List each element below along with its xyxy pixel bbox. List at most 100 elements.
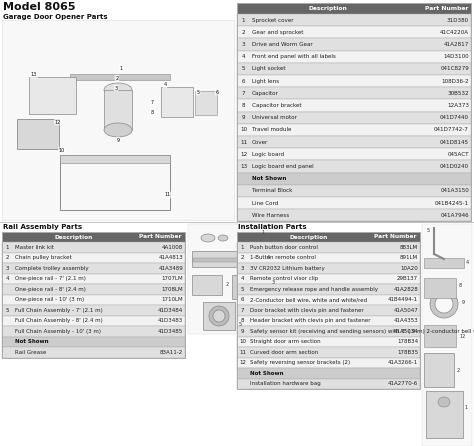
Text: Safety reversing sensor brackets (2): Safety reversing sensor brackets (2): [250, 360, 350, 365]
Text: 41D3483: 41D3483: [158, 318, 183, 323]
Text: 041D8145: 041D8145: [440, 140, 469, 145]
Bar: [237, 161, 471, 173]
Bar: [237, 26, 471, 38]
Text: Light lens: Light lens: [252, 78, 279, 83]
Bar: [60, 155, 170, 210]
Text: 1: 1: [262, 230, 264, 235]
Text: 7: 7: [242, 91, 246, 96]
Text: Curved door arm section: Curved door arm section: [250, 350, 318, 355]
Text: 9: 9: [462, 300, 465, 305]
Text: Light socket: Light socket: [252, 66, 286, 71]
FancyBboxPatch shape: [424, 353, 454, 387]
FancyBboxPatch shape: [29, 77, 76, 114]
Text: Push button door control: Push button door control: [250, 245, 318, 250]
Text: 7: 7: [150, 100, 154, 106]
Bar: [237, 232, 420, 389]
Bar: [237, 358, 420, 368]
Ellipse shape: [104, 123, 132, 137]
Text: 41A2828: 41A2828: [393, 287, 418, 292]
Text: Part Number: Part Number: [139, 235, 182, 240]
Text: Chain pulley bracket: Chain pulley bracket: [15, 255, 72, 260]
FancyBboxPatch shape: [232, 275, 269, 299]
Bar: [237, 148, 471, 161]
Text: 2: 2: [241, 255, 244, 260]
Bar: [237, 294, 420, 305]
Text: 4: 4: [266, 255, 270, 260]
Text: 6: 6: [216, 90, 219, 95]
Bar: [237, 326, 420, 336]
Text: 4A1008: 4A1008: [162, 245, 183, 250]
Text: Remote control visor clip: Remote control visor clip: [250, 276, 318, 281]
Text: Straight door arm section: Straight door arm section: [250, 339, 320, 344]
Bar: [237, 38, 471, 50]
Text: 1: 1: [6, 245, 9, 250]
Text: 41A2770-6: 41A2770-6: [388, 381, 418, 386]
Text: Logic board end panel: Logic board end panel: [252, 164, 314, 169]
Text: Not Shown: Not Shown: [15, 339, 48, 344]
Bar: [70, 74, 170, 80]
Text: 4: 4: [6, 276, 9, 281]
Text: Sprocket cover: Sprocket cover: [252, 17, 293, 23]
Text: 178B35: 178B35: [397, 350, 418, 355]
Text: 041A3150: 041A3150: [440, 188, 469, 194]
Text: 1708LM: 1708LM: [161, 287, 183, 292]
Text: Full Chain Assembly - 7' (2.1 m): Full Chain Assembly - 7' (2.1 m): [15, 308, 103, 313]
Text: Safety sensor kit (receiving and sending sensors) with 3' (.9 m) 2-conductor bel: Safety sensor kit (receiving and sending…: [250, 329, 474, 334]
Text: 11: 11: [165, 193, 171, 198]
Bar: [237, 315, 420, 326]
Text: Header bracket with clevis pin and fastener: Header bracket with clevis pin and faste…: [250, 318, 371, 323]
Text: 41A4353: 41A4353: [393, 318, 418, 323]
Text: 178B34: 178B34: [397, 339, 418, 344]
Text: 041A7946: 041A7946: [440, 213, 469, 218]
Text: 2: 2: [116, 75, 118, 80]
Bar: [237, 347, 420, 358]
FancyBboxPatch shape: [424, 258, 464, 268]
Bar: [193, 258, 263, 262]
Text: 12: 12: [459, 334, 465, 339]
Text: 1: 1: [242, 17, 246, 23]
Bar: [2, 315, 185, 326]
Bar: [2, 305, 185, 315]
Text: Cover: Cover: [252, 140, 268, 145]
Bar: [2, 336, 185, 347]
Text: 4: 4: [164, 83, 166, 87]
FancyBboxPatch shape: [192, 251, 264, 267]
Text: 7: 7: [241, 308, 244, 313]
Ellipse shape: [438, 397, 450, 407]
Text: Line Cord: Line Cord: [252, 201, 278, 206]
Text: 31D380: 31D380: [447, 17, 469, 23]
Text: 041B4245-1: 041B4245-1: [435, 201, 469, 206]
Text: Complete trolley assembly: Complete trolley assembly: [15, 266, 89, 271]
Text: Rail Grease: Rail Grease: [15, 350, 46, 355]
Text: Description: Description: [308, 6, 347, 11]
Text: 5: 5: [241, 287, 244, 292]
Bar: [237, 3, 471, 14]
Bar: [237, 242, 420, 252]
Text: 5: 5: [196, 90, 200, 95]
Bar: [237, 99, 471, 112]
Text: 11: 11: [240, 140, 247, 145]
Text: 41D3484: 41D3484: [158, 308, 183, 313]
Text: 6: 6: [242, 78, 245, 83]
Text: 14D3100: 14D3100: [443, 54, 469, 59]
Text: Part Number: Part Number: [425, 6, 468, 11]
Text: 6: 6: [241, 297, 244, 302]
Text: 13: 13: [31, 73, 37, 78]
Text: 41A5034: 41A5034: [393, 329, 418, 334]
Bar: [2, 294, 185, 305]
Text: 4: 4: [242, 54, 245, 59]
Text: Description: Description: [55, 235, 93, 240]
Text: Terminal Block: Terminal Block: [252, 188, 292, 194]
Text: 41C4220A: 41C4220A: [440, 30, 469, 35]
Text: 3V CR2032 Lithium battery: 3V CR2032 Lithium battery: [250, 266, 325, 271]
Text: Not Shown: Not Shown: [250, 371, 283, 376]
Text: Travel module: Travel module: [252, 128, 292, 132]
Text: Garage Door Opener Parts: Garage Door Opener Parts: [3, 14, 108, 20]
Text: 41A4813: 41A4813: [158, 255, 183, 260]
Bar: [237, 185, 471, 197]
Text: 4: 4: [466, 260, 469, 265]
Text: 041D7440: 041D7440: [440, 115, 469, 120]
Text: 1707LM: 1707LM: [161, 276, 183, 281]
Bar: [237, 75, 471, 87]
Text: Installation hardware bag: Installation hardware bag: [250, 381, 321, 386]
